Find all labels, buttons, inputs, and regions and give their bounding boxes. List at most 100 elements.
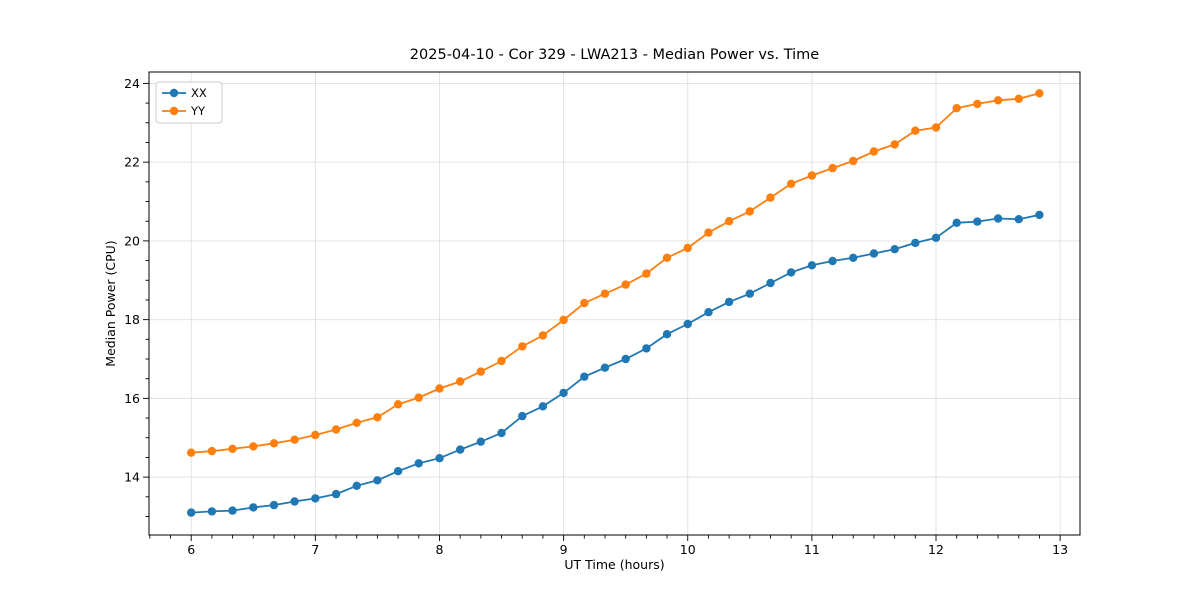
series-XX-marker: [621, 354, 630, 364]
x-tick-label: 13: [1052, 542, 1068, 557]
x-tick-label: 10: [680, 542, 696, 557]
series-XX-marker: [518, 411, 527, 421]
x-tick-label: 11: [804, 542, 820, 557]
series-XX-marker: [538, 402, 548, 411]
series-YY-marker: [518, 342, 527, 351]
series-YY-marker: [1035, 89, 1044, 98]
series-YY-marker: [290, 435, 299, 444]
series-XX-marker: [290, 497, 299, 506]
series-YY-marker: [952, 104, 961, 113]
series-XX-marker: [683, 319, 692, 329]
legend-marker: [169, 88, 179, 98]
series-XX-marker: [807, 261, 817, 270]
series-XX-marker: [207, 507, 217, 516]
x-tick-label: 8: [435, 542, 443, 557]
series-YY-marker: [849, 156, 858, 166]
legend-label: XX: [191, 86, 207, 100]
series-XX-marker: [662, 330, 672, 339]
series-XX-marker: [580, 372, 589, 381]
series-YY-marker: [745, 207, 754, 216]
series-YY-marker: [207, 446, 217, 456]
series-YY-marker: [1014, 94, 1023, 104]
series-XX-marker: [456, 445, 465, 454]
series-YY-marker: [869, 147, 879, 156]
series-YY-marker: [807, 171, 817, 180]
series-YY-marker: [993, 96, 1003, 105]
x-tick-label: 12: [928, 542, 944, 557]
series-YY-marker: [724, 217, 734, 226]
data-series: [187, 89, 1044, 517]
series-YY-marker: [683, 243, 692, 253]
series-YY-marker: [435, 384, 444, 393]
series-XX-marker: [476, 437, 485, 446]
x-tick-label: 9: [560, 542, 568, 557]
y-tick-label: 22: [124, 155, 140, 170]
series-YY-marker: [911, 126, 920, 135]
series-XX-marker: [435, 454, 444, 463]
series-YY-marker: [642, 269, 651, 278]
series-YY-marker: [249, 442, 258, 451]
series-XX-marker: [269, 500, 279, 510]
series-YY-marker: [931, 123, 941, 132]
series-YY-marker: [662, 253, 672, 262]
series-YY-marker: [269, 439, 279, 448]
legend-box: [155, 81, 223, 124]
legend-marker: [169, 106, 179, 116]
series-XX-marker: [393, 467, 403, 476]
series-YY-marker: [600, 289, 610, 298]
series-XX-marker: [786, 268, 796, 277]
series-XX-marker: [352, 481, 361, 490]
series-YY-marker: [228, 444, 237, 453]
series-XX-marker: [1014, 215, 1023, 224]
series-YY-marker: [497, 356, 506, 366]
series-XX-marker: [331, 489, 341, 499]
x-axis-label: UT Time (hours): [564, 557, 665, 572]
series-YY-marker: [352, 418, 361, 427]
series-XX-marker: [869, 249, 879, 258]
axes-spines: [148, 71, 1081, 536]
y-tick-label: 24: [124, 76, 140, 91]
series-XX-marker: [890, 245, 899, 254]
series-XX-marker: [993, 214, 1003, 223]
series-XX-marker: [849, 253, 858, 262]
series-XX-marker: [559, 388, 568, 398]
series-YY-marker: [331, 425, 341, 434]
series-XX-marker: [1035, 210, 1044, 220]
series-YY-marker: [311, 430, 320, 440]
series-YY-marker: [890, 140, 899, 149]
series-XX-marker: [911, 238, 920, 248]
series-YY-marker: [786, 179, 796, 188]
series-XX-marker: [745, 289, 754, 298]
series-YY-marker: [580, 298, 589, 308]
series-YY-marker: [766, 193, 775, 202]
series-YY-marker: [456, 377, 465, 386]
series-XX-marker: [600, 363, 610, 372]
series-XX-marker: [249, 503, 258, 512]
series-XX-marker: [704, 308, 713, 317]
y-tick-label: 18: [124, 312, 140, 327]
plot-frame: [148, 71, 1081, 536]
series-XX-marker: [973, 217, 982, 226]
legend: XX YY: [155, 81, 223, 124]
x-tick-label: 6: [187, 542, 195, 557]
series-XX-marker: [828, 256, 837, 266]
series-YY-marker: [538, 331, 548, 340]
series-YY-marker: [828, 163, 837, 173]
series-XX-marker: [952, 218, 961, 227]
series-XX-marker: [228, 506, 237, 515]
x-tick-label: 7: [311, 542, 319, 557]
series-YY-marker: [393, 400, 403, 409]
series-XX-marker: [187, 508, 196, 517]
series-YY-marker: [973, 99, 982, 109]
chart-title: 2025-04-10 - Cor 329 - LWA213 - Median P…: [409, 47, 820, 63]
series-XX-marker: [766, 278, 775, 288]
tick-labels: 6 7 8 9 10 11 12 13 14 16 18 20 22 24: [124, 76, 1068, 557]
series-XX-marker: [311, 494, 320, 503]
series-XX-marker: [497, 428, 506, 438]
series-YY-marker: [476, 367, 485, 376]
series-YY-marker: [187, 448, 196, 457]
series-YY-marker: [373, 413, 382, 422]
y-tick-label: 20: [124, 233, 140, 248]
